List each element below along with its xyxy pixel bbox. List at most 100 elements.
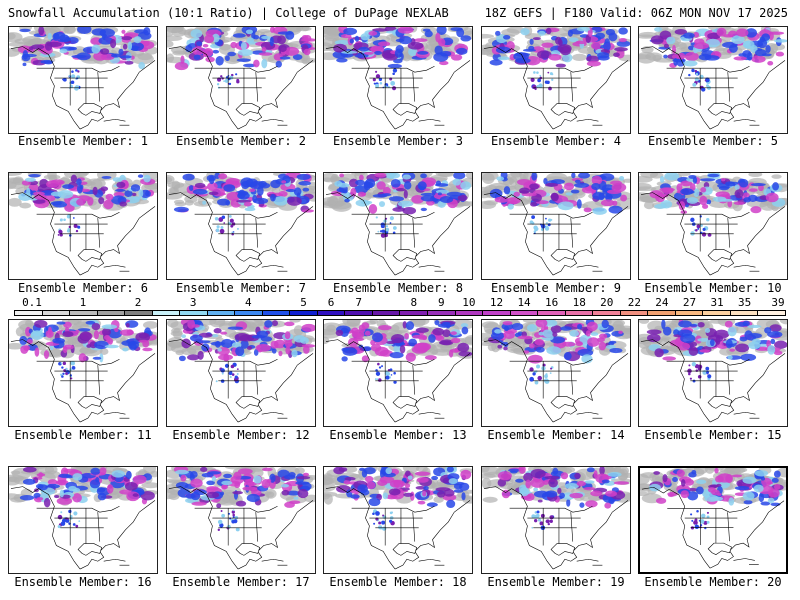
ensemble-member-map[interactable]: [481, 26, 631, 134]
ensemble-member-caption: Ensemble Member: 19: [487, 575, 625, 589]
state-borders: [684, 214, 738, 252]
state-borders: [527, 68, 581, 106]
caribbean-islands: [576, 118, 603, 126]
gulf-outline: [392, 249, 418, 262]
caribbean-islands: [733, 118, 760, 126]
ensemble-member-map[interactable]: [323, 319, 473, 427]
coastline: [168, 192, 314, 276]
caribbean-islands: [418, 411, 445, 419]
state-borders: [54, 214, 108, 252]
snowfall-map: [167, 27, 315, 130]
legend-swatch: [675, 311, 704, 315]
legend-label: 7: [355, 296, 362, 309]
us-canada-border: [666, 211, 750, 219]
us-canada-border: [36, 358, 120, 366]
state-borders: [527, 214, 581, 252]
state-borders: [212, 508, 266, 546]
ensemble-member-map[interactable]: [481, 466, 631, 574]
snowfall-map: [482, 27, 630, 130]
snowfall-map: [9, 173, 157, 276]
ensemble-member-map[interactable]: [166, 319, 316, 427]
ensemble-member-caption: Ensemble Member: 17: [172, 575, 310, 589]
coastline: [325, 46, 471, 130]
snowfall-shading: [167, 320, 315, 384]
gulf-outline: [235, 103, 261, 116]
ensemble-member-caption: Ensemble Member: 3: [332, 134, 464, 148]
legend-swatch: [593, 311, 621, 315]
ensemble-member-map[interactable]: [166, 26, 316, 134]
gulf-outline: [707, 396, 733, 409]
gulf-outline: [550, 249, 576, 262]
caribbean-islands: [261, 264, 288, 272]
us-canada-border: [36, 211, 120, 219]
legend-label: 20: [600, 296, 614, 309]
state-borders: [369, 68, 423, 106]
state-borders: [684, 508, 738, 546]
gulf-outline: [707, 249, 733, 262]
snowfall-map: [639, 27, 787, 130]
us-canada-border: [194, 65, 278, 73]
legend-swatch: [510, 311, 539, 315]
snowfall-map: [482, 173, 630, 276]
caribbean-islands: [103, 411, 130, 419]
ensemble-member-map[interactable]: [638, 319, 788, 427]
legend-label: 10: [462, 296, 476, 309]
legend-label: 35: [738, 296, 752, 309]
legend-label: 6: [327, 296, 335, 309]
snowfall-shading: [482, 467, 630, 531]
snowfall-shading: [167, 467, 315, 532]
snowfall-shading: [9, 27, 157, 91]
legend-label: 5: [300, 296, 307, 309]
snowfall-shading: [167, 27, 315, 89]
ensemble-member-map[interactable]: [638, 26, 788, 134]
ensemble-member-map[interactable]: [323, 466, 473, 574]
legend-swatch: [455, 311, 484, 315]
snowfall-shading: [482, 27, 630, 91]
ensemble-member-map[interactable]: [8, 26, 158, 134]
legend-label: 18: [572, 296, 586, 309]
ensemble-member-caption: Ensemble Member: 14: [487, 428, 625, 442]
gulf-outline: [392, 103, 418, 116]
ensemble-member-map[interactable]: [638, 172, 788, 280]
ensemble-member-caption: Ensemble Member: 9: [490, 281, 622, 295]
legend-label: 12: [489, 296, 504, 309]
snowfall-shading: [482, 320, 630, 385]
legend-label: 1: [79, 296, 87, 309]
gulf-outline: [235, 543, 261, 556]
ensemble-member-caption: Ensemble Member: 1: [17, 134, 149, 148]
gulf-outline: [707, 103, 733, 116]
ensemble-member-map[interactable]: [481, 172, 631, 280]
coastline: [168, 46, 314, 130]
us-canada-border: [194, 211, 278, 219]
ensemble-member-map[interactable]: [166, 466, 316, 574]
legend-label: 16: [545, 296, 559, 309]
snowfall-map: [482, 320, 630, 423]
coastline: [10, 46, 156, 130]
ensemble-member-map[interactable]: [323, 172, 473, 280]
snowfall-shading: [640, 468, 786, 530]
caribbean-islands: [103, 264, 130, 272]
ensemble-member-map[interactable]: [8, 172, 158, 280]
ensemble-member-map[interactable]: [481, 319, 631, 427]
state-borders: [212, 68, 266, 106]
snowfall-shading: [639, 320, 787, 383]
state-borders: [54, 68, 108, 106]
coastline: [168, 486, 314, 570]
legend-swatch: [15, 311, 43, 315]
ensemble-member-map[interactable]: [166, 172, 316, 280]
legend-swatch: [538, 311, 566, 315]
ensemble-member-caption: Ensemble Member: 11: [14, 428, 152, 442]
legend-label: 24: [655, 296, 669, 309]
snowfall-shading: [482, 173, 630, 235]
ensemble-member-map[interactable]: [8, 319, 158, 427]
snowfall-map: [324, 320, 472, 423]
snowfall-shading: [324, 320, 472, 384]
ensemble-member-map[interactable]: [323, 26, 473, 134]
ensemble-member-map[interactable]: [638, 466, 788, 574]
caribbean-islands: [261, 558, 288, 566]
run-valid-time: 18Z GEFS | F180 Valid: 06Z MON NOV 17 20…: [484, 6, 788, 20]
caribbean-islands: [576, 411, 603, 419]
us-canada-border: [36, 505, 120, 513]
gulf-outline: [77, 396, 103, 409]
ensemble-member-map[interactable]: [8, 466, 158, 574]
